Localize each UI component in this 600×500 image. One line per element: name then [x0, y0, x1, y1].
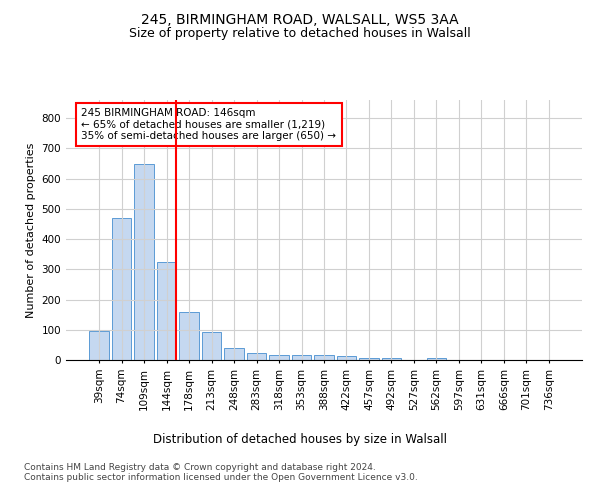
Text: Distribution of detached houses by size in Walsall: Distribution of detached houses by size … [153, 432, 447, 446]
Y-axis label: Number of detached properties: Number of detached properties [26, 142, 36, 318]
Bar [134, 164, 154, 360]
Bar [382, 358, 401, 360]
Text: 245 BIRMINGHAM ROAD: 146sqm
← 65% of detached houses are smaller (1,219)
35% of : 245 BIRMINGHAM ROAD: 146sqm ← 65% of det… [82, 108, 337, 141]
Bar [224, 348, 244, 360]
Bar [202, 332, 221, 360]
Bar [427, 358, 446, 360]
Text: Contains HM Land Registry data © Crown copyright and database right 2024.
Contai: Contains HM Land Registry data © Crown c… [24, 462, 418, 482]
Text: Size of property relative to detached houses in Walsall: Size of property relative to detached ho… [129, 28, 471, 40]
Bar [292, 356, 311, 360]
Bar [247, 354, 266, 360]
Text: 245, BIRMINGHAM ROAD, WALSALL, WS5 3AA: 245, BIRMINGHAM ROAD, WALSALL, WS5 3AA [141, 12, 459, 26]
Bar [337, 356, 356, 360]
Bar [179, 312, 199, 360]
Bar [269, 356, 289, 360]
Bar [157, 262, 176, 360]
Bar [359, 358, 379, 360]
Bar [89, 332, 109, 360]
Bar [112, 218, 131, 360]
Bar [314, 356, 334, 360]
